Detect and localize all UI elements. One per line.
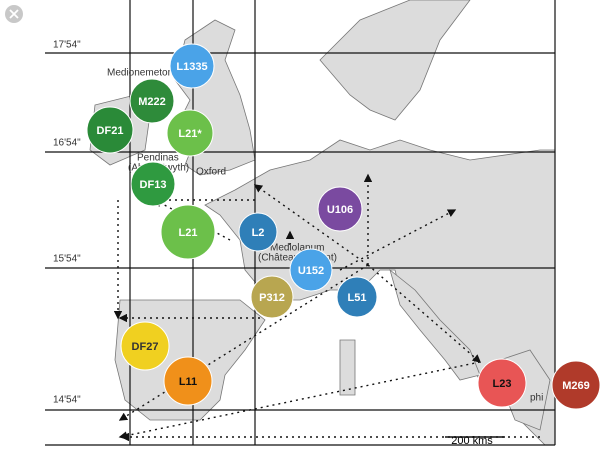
haplogroup-label: L2 [252,227,265,239]
latitude-label: 14'54" [53,395,81,406]
latitude-label: 16'54" [53,138,81,149]
haplogroup-label: DF21 [97,125,124,137]
haplogroup-node [551,360,600,410]
place-label: Pendinas [137,153,179,164]
haplogroup-node [250,275,294,319]
haplogroup-label: L11 [179,376,197,388]
haplogroup-node [289,248,333,292]
haplogroup-label: L51 [348,292,367,304]
haplogroup-node [317,186,363,232]
haplogroup-label: DF13 [140,179,167,191]
haplogroup-node [129,78,175,124]
haplogroup-node [477,358,527,408]
haplogroup-node [169,43,215,89]
latitude-label: 17'54" [53,40,81,51]
haplogroup-node [238,212,278,252]
latitude-label: 15'54" [53,254,81,265]
place-label: phi [530,393,543,404]
close-icon [9,9,19,19]
haplogroup-node [336,276,378,318]
haplogroup-label: L1335 [176,61,207,73]
place-label: Mediolanum [270,243,324,254]
haplogroup-label: L21 [179,227,198,239]
haplogroup-node [86,106,134,154]
place-label: Medionemeton [107,68,173,79]
haplogroup-label: U106 [327,204,353,216]
haplogroup-label: M269 [562,380,590,392]
haplogroup-label: P312 [259,292,285,304]
haplogroup-node [120,321,170,371]
haplogroup-label: DF27 [132,341,159,353]
haplogroup-node [166,109,214,157]
grid [45,0,556,446]
haplogroup-label: U152 [298,265,324,277]
haplogroup-label: L23 [493,378,512,390]
haplogroup-node [160,204,216,260]
place-label: Oxford [196,167,226,178]
haplogroup-node [163,356,213,406]
scale-label: 200 kms [451,435,493,447]
haplogroup-label: M222 [138,96,166,108]
haplogroup-node [130,161,176,207]
haplogroup-label: L21* [178,128,202,140]
